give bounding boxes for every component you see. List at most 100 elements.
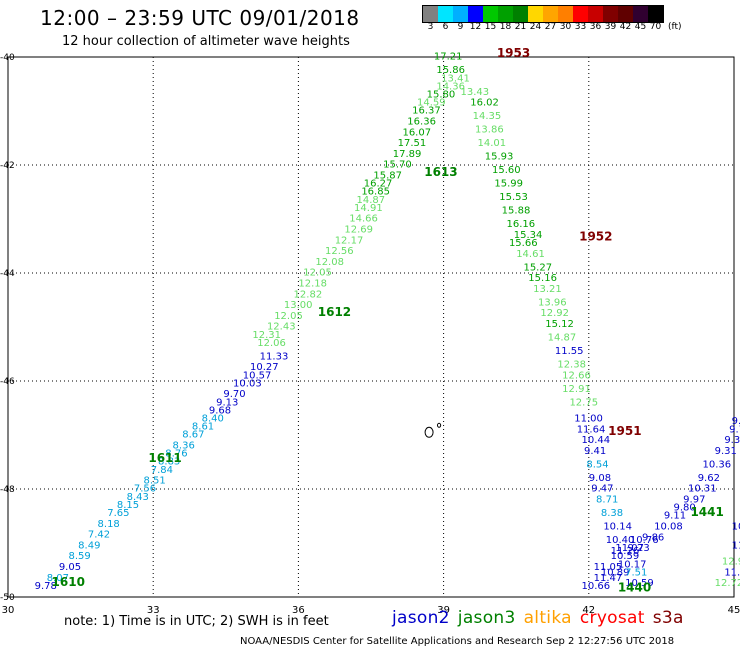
longitude-tick-label: 39 (437, 605, 450, 616)
color-scale-tick: 30 (559, 22, 572, 32)
swh-value-label: 15.27 (523, 262, 552, 273)
satellite-legend-jason3: jason3 (457, 608, 516, 628)
satellite-legend-jason2: jason2 (392, 608, 450, 628)
swh-value-label: 13.41 (441, 73, 470, 84)
swh-value-label: 10.59 (625, 578, 654, 589)
swh-value-label: 9.47 (591, 484, 613, 495)
swh-value-label: 17.51 (398, 138, 427, 149)
swh-value-label: 10.08 (654, 522, 683, 533)
color-swatch (528, 6, 543, 22)
color-scale-tick: 12 (469, 22, 482, 32)
swh-value-label: 12.17 (335, 235, 364, 246)
latitude-tick-label: -48 (0, 485, 15, 495)
color-scale-tick: 9 (457, 22, 464, 32)
pass-time-label: 1952 (579, 230, 612, 244)
map-frame (7, 56, 735, 598)
color-scale-tick: 15 (484, 22, 497, 32)
swh-value-label: 9.31 (715, 446, 737, 457)
swh-value-label: 8.76 (165, 449, 187, 460)
swh-value-label: 7.51 (625, 567, 647, 578)
color-swatch (423, 6, 438, 22)
swh-value-label: 11.98 (724, 567, 740, 578)
swh-value-label: 15.16 (528, 273, 557, 284)
swh-value-label: 9. (732, 416, 740, 427)
swh-value-label: 12.66 (562, 370, 591, 381)
pass-time-label: 1441 (690, 505, 723, 519)
satellite-legend-altika: altika (523, 608, 572, 628)
swh-value-label: 9.08 (589, 473, 611, 484)
swh-value-label: 11.7 (732, 540, 740, 551)
swh-value-label: 14.36 (436, 81, 465, 92)
swh-value-label: 15.60 (492, 165, 521, 176)
swh-value-label: 10.66 (582, 581, 611, 592)
map-title: 12:00 – 23:59 UTC 09/01/2018 (40, 6, 360, 30)
swh-value-label: 12.69 (344, 225, 373, 236)
swh-value-label: 15.87 (373, 171, 402, 182)
swh-value-label: 14.91 (354, 203, 383, 214)
swh-value-label: 12.05 (274, 311, 303, 322)
color-swatch (483, 6, 498, 22)
swh-value-label: 8.59 (69, 551, 91, 562)
swh-value-label: 10. (732, 522, 740, 533)
swh-value-label: 13.00 (284, 300, 313, 311)
swh-value-label: 12.82 (294, 289, 323, 300)
swh-value-label: 16.36 (407, 117, 436, 128)
swh-value-label: 8.61 (192, 422, 214, 433)
swh-value-label: 8.83 (158, 457, 180, 468)
swh-value-label: 9.7 (729, 424, 740, 435)
swh-value-label: 15.86 (436, 65, 465, 76)
swh-value-label: 16.37 (412, 106, 441, 117)
footer-credit: NOAA/NESDIS Center for Satellite Applica… (240, 636, 675, 647)
swh-value-label: 8.51 (144, 476, 166, 487)
swh-value-label: 10.59 (611, 551, 640, 562)
swh-value-label: 9.13 (216, 397, 238, 408)
color-swatch (603, 6, 618, 22)
swh-value-label: 12.75 (569, 397, 598, 408)
swh-value-label: 14.61 (516, 249, 545, 260)
swh-value-label: 13.86 (475, 125, 504, 136)
swh-value-label: 12.72 (715, 578, 740, 589)
pass-time-label: 1611 (148, 451, 181, 465)
swh-value-label: 8.36 (173, 441, 195, 452)
color-scale-tick: 6 (442, 22, 449, 32)
swh-value-label: 16.27 (364, 179, 393, 190)
swh-value-label: 12.05 (303, 268, 332, 279)
swh-value-label: 8.71 (596, 495, 618, 506)
color-scale-tick: 3 (427, 22, 434, 32)
swh-value-label: 12.18 (298, 279, 327, 290)
swh-value-label: 9.05 (59, 562, 81, 573)
swh-value-label: 12.56 (325, 246, 354, 257)
satellite-legend-s3a: s3a (652, 608, 684, 628)
swh-value-label: 9.23 (628, 543, 650, 554)
color-scale-tick: 45 (634, 22, 647, 32)
color-scale-tick: 42 (619, 22, 632, 32)
swh-value-label: 9.86 (642, 532, 664, 543)
swh-value-label: 14.59 (417, 98, 446, 109)
swh-value-label: 10.27 (250, 362, 279, 373)
satellite-legend-cryosat: cryosat (579, 608, 645, 628)
swh-value-label: 8.43 (127, 492, 149, 503)
color-swatch (573, 6, 588, 22)
color-scale-tick: 18 (499, 22, 512, 32)
swh-value-label: 8.54 (586, 459, 608, 470)
color-swatch (633, 6, 648, 22)
longitude-tick-label: 30 (2, 605, 15, 616)
swh-value-label: 11.00 (574, 414, 603, 425)
swh-value-label: 11.55 (555, 346, 584, 357)
swh-value-label: 12.06 (257, 338, 286, 349)
swh-value-label: 13.96 (538, 297, 567, 308)
swh-value-label: 8.07 (47, 573, 69, 584)
swh-value-label: 10.44 (582, 435, 611, 446)
color-swatch (588, 6, 603, 22)
longitude-tick-label: 42 (582, 605, 595, 616)
color-scale-tick: 24 (529, 22, 542, 32)
swh-value-label: 15.80 (427, 90, 456, 101)
pass-time-label: 1612 (318, 305, 351, 319)
swh-value-label: 9.78 (35, 581, 57, 592)
color-swatch (438, 6, 453, 22)
color-scale-tick: 27 (544, 22, 557, 32)
pass-time-label: 1610 (52, 575, 85, 589)
swh-value-label: 14.87 (356, 195, 385, 206)
swh-value-label: 11.26 (611, 546, 640, 557)
